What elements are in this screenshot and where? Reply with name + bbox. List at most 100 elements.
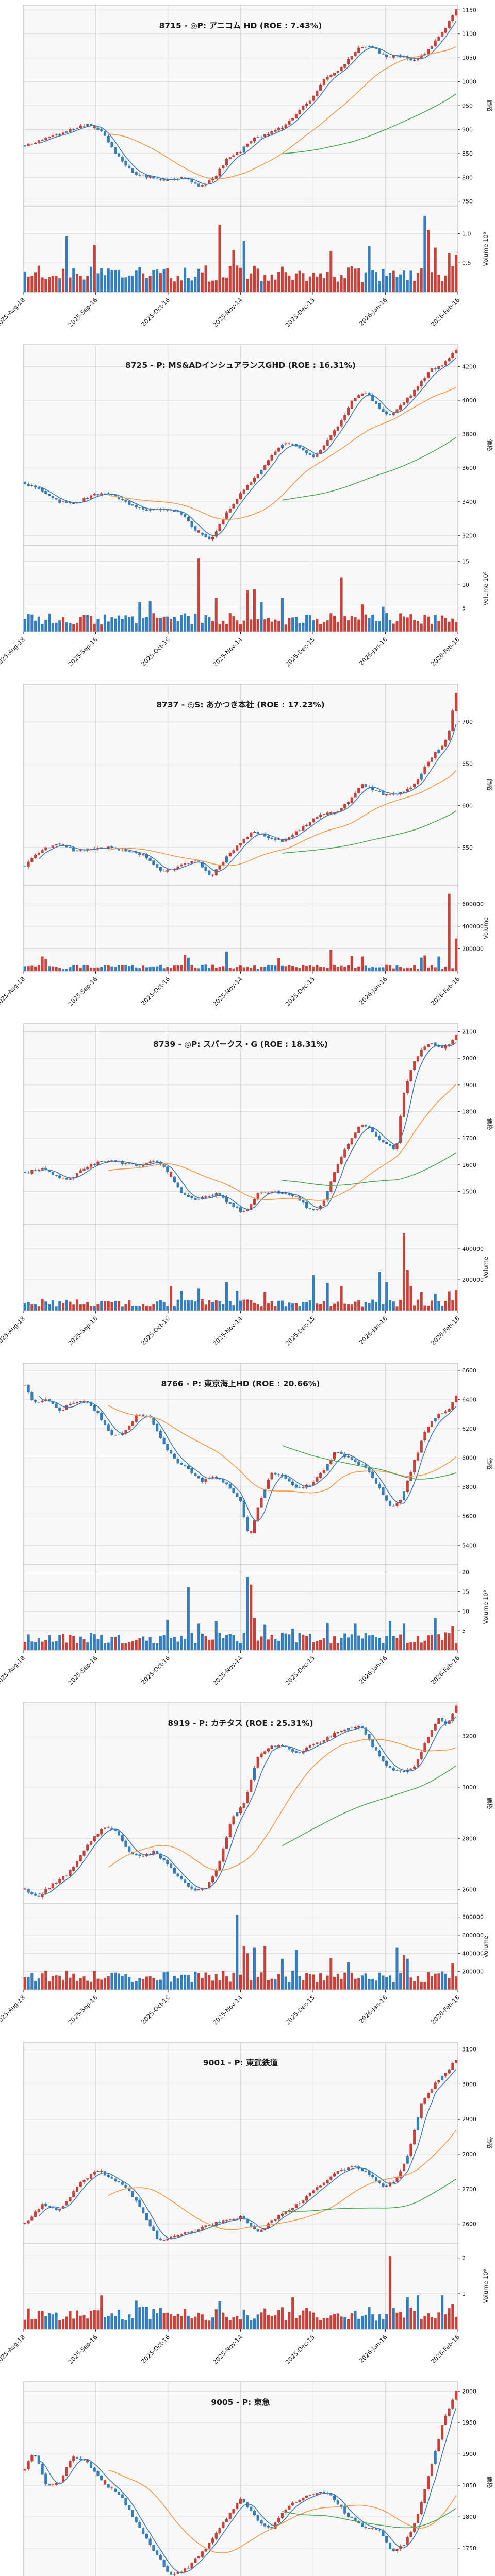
price-axis-label: 価格	[486, 439, 493, 451]
ma-short-line	[39, 1717, 457, 1895]
price-tick-label: 1050	[462, 55, 476, 61]
volume-bars	[23, 1233, 458, 1311]
ma-mid-line	[108, 1739, 456, 1871]
price-tick-label: 600	[462, 803, 473, 809]
price-tick-label: 1800	[462, 2514, 476, 2520]
volume-tick-label: 15	[462, 1588, 469, 1595]
stock-chart-8766: 5400 5600 5800 6000 6200 6400 6600 5 10 15 20 2025-…	[0, 1358, 495, 1698]
chart-svg-8725: 320034003600380040004200510152025-Aug-18…	[0, 340, 495, 679]
candlesticks	[23, 1384, 458, 1535]
volume-tick-label: 5	[462, 605, 466, 612]
grid-lines	[23, 2382, 458, 2576]
ma-long-line	[282, 93, 457, 155]
volume-tick-label: 1	[462, 2291, 466, 2297]
price-tick-label: 800	[462, 174, 473, 181]
volume-tick-label: 2	[462, 2255, 466, 2262]
price-tick-label: 700	[462, 719, 473, 725]
price-tick-label: 1850	[462, 2482, 476, 2489]
ma-short-line	[39, 21, 457, 185]
price-tick-label: 900	[462, 126, 473, 133]
price-tick-label: 3200	[462, 1733, 476, 1740]
stock-chart-8725: 3200 3400 3600 3800 4000 4200 5 10 15 2025-Aug-18…	[0, 340, 495, 679]
price-tick-label: 1000	[462, 79, 476, 86]
price-tick-label: 2700	[462, 2186, 476, 2193]
chart-svg-8715: 75080085090095010001050110011500.51.0202…	[0, 0, 495, 340]
ma-mid-line	[108, 2129, 457, 2230]
volume-axis-label: Volume 10⁶	[482, 2269, 489, 2303]
candlesticks	[23, 1704, 458, 1899]
ma-mid-line	[108, 386, 456, 520]
chart-title: 8725 - P: MS&ADインシュアランスGHD (ROE : 16.31%…	[125, 361, 356, 370]
price-tick-label: 1100	[462, 31, 476, 38]
candlesticks	[23, 693, 458, 877]
volume-tick-label: 10	[462, 1608, 469, 1615]
volume-tick-label: 0.5	[462, 260, 471, 266]
volume-axis-label: Volume 10⁶	[482, 232, 489, 266]
candlesticks	[23, 348, 458, 541]
volume-tick-label: 15	[462, 558, 469, 565]
volume-bars	[23, 558, 458, 632]
chart-svg-8766: 540056005800600062006400660051015202025-…	[0, 1358, 495, 1698]
chart-svg-9005: 1750180018501900195020002462025-Aug-1820…	[0, 2377, 495, 2576]
chart-title: 8737 - ◎S: あかつき本社 (ROE : 17.23%)	[156, 700, 324, 709]
ma-long-line	[282, 810, 457, 854]
ma-long-line	[282, 1152, 457, 1187]
price-tick-label: 950	[462, 103, 473, 109]
ma-mid-line	[108, 2470, 457, 2553]
price-tick-label: 3000	[462, 2081, 476, 2088]
volume-axis-label: Volume	[482, 1936, 489, 1958]
price-axis-label: 価格	[486, 1118, 493, 1131]
volume-tick-label: 600000	[462, 901, 484, 907]
price-tick-label: 850	[462, 150, 473, 157]
volume-tick-label: 20	[462, 1569, 469, 1576]
price-tick-label: 6000	[462, 1455, 476, 1462]
price-tick-label: 2800	[462, 2151, 476, 2158]
ma-long-line	[282, 1445, 456, 1480]
stock-chart-8919: 2600 2800 3000 3200 200000 400000 600000 800000…	[0, 1698, 495, 2037]
stock-chart-8737: 550 600 650 700 200000 400000 600000 2025-Aug-1…	[0, 679, 495, 1019]
volume-axis-label: Volume	[482, 917, 489, 939]
price-tick-label: 3800	[462, 431, 476, 438]
price-tick-label: 6200	[462, 1426, 476, 1432]
price-tick-label: 650	[462, 760, 473, 767]
price-tick-label: 1800	[462, 1108, 476, 1115]
volume-tick-label: 10	[462, 582, 469, 588]
stock-chart-9005: 1750180018501900195020002462025-Aug-1820…	[0, 2377, 495, 2576]
ma-short-line	[38, 357, 457, 536]
price-tick-label: 6600	[462, 1367, 476, 1374]
stock-chart-9001: 2600 2700 2800 2900 3000 3100 1 2 2025-Aug-18 202…	[0, 2037, 495, 2377]
price-tick-label: 3400	[462, 499, 476, 505]
volume-tick-label: 1.0	[462, 230, 471, 237]
price-axis-label: 価格	[486, 100, 493, 112]
price-tick-label: 3100	[462, 2046, 476, 2053]
volume-tick-label: 200000	[462, 1969, 484, 1975]
ma-long-line	[282, 2178, 457, 2212]
price-tick-label: 3200	[462, 532, 476, 539]
price-tick-label: 4200	[462, 364, 476, 370]
price-tick-label: 2600	[462, 1887, 476, 1893]
price-axis-label: 価格	[486, 1798, 493, 1810]
price-tick-label: 2000	[462, 2388, 476, 2395]
price-axis-label: 価格	[486, 1458, 493, 1470]
chart-title: 8766 - P: 東京海上HD (ROE : 20.66%)	[161, 1379, 320, 1388]
price-tick-label: 1950	[462, 2419, 476, 2426]
price-tick-label: 4000	[462, 397, 476, 404]
axis-ticks: 1750180018501900195020002462025-Aug-1820…	[458, 2388, 476, 2552]
volume-tick-label: 200000	[462, 1277, 484, 1283]
chart-title: 8919 - P: カチタス (ROE : 25.31%)	[168, 1719, 313, 1728]
price-tick-label: 5400	[462, 1542, 476, 1549]
price-tick-label: 2800	[462, 1835, 476, 1842]
volume-axis-label: Volume 10⁶	[482, 1590, 489, 1624]
chart-svg-8737: 5506006507002000004000006000002025-Aug-1…	[0, 679, 495, 1019]
grid-lines	[23, 2042, 458, 2329]
ma-short-line	[38, 2069, 457, 2240]
ma-long-line	[282, 1765, 457, 1846]
volume-tick-label: 800000	[462, 1914, 484, 1921]
price-tick-label: 5800	[462, 1484, 476, 1490]
candlesticks	[23, 2390, 458, 2576]
ma-short-line	[39, 2408, 457, 2573]
chart-title: 8715 - ◎P: アニコム HD (ROE : 7.43%)	[159, 21, 322, 30]
price-tick-label: 1500	[462, 1188, 476, 1195]
